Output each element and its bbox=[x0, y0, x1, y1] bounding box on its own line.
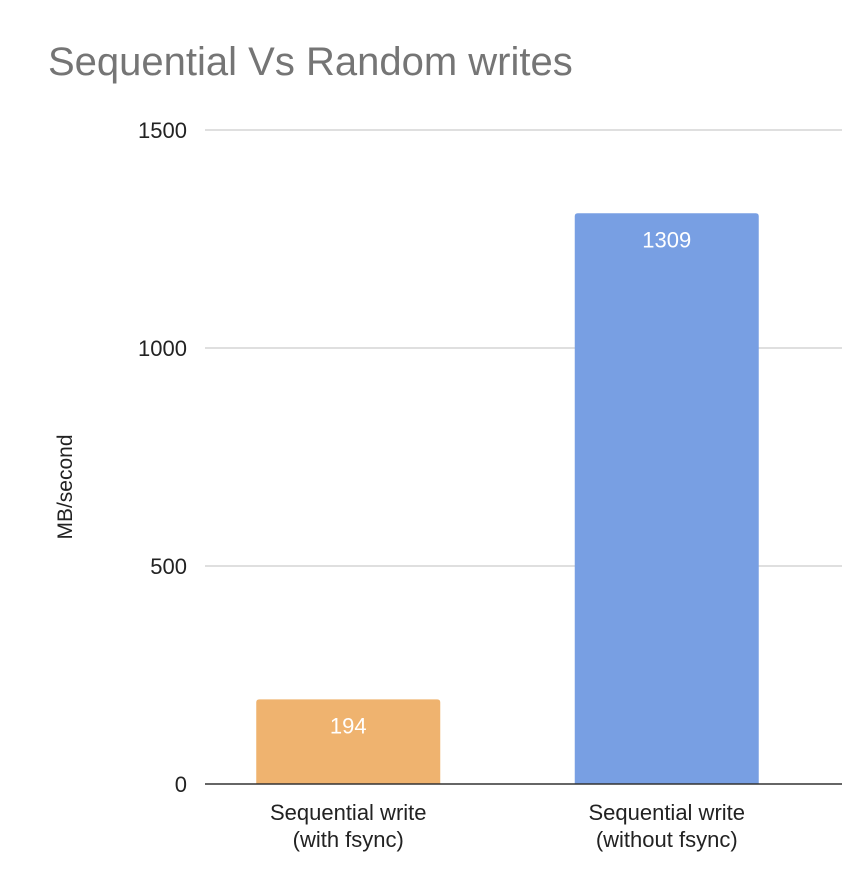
x-category-label: Sequential write bbox=[588, 800, 745, 825]
bar-value-label: 1309 bbox=[642, 227, 691, 252]
y-axis-ticks: 0 500 1000 1500 bbox=[138, 118, 187, 797]
y-tick-label: 500 bbox=[150, 554, 187, 579]
bars bbox=[256, 213, 759, 784]
y-axis-label: MB/second bbox=[54, 434, 77, 539]
bar-value-label: 194 bbox=[330, 713, 367, 738]
y-tick-label: 1500 bbox=[138, 118, 187, 143]
y-tick-label: 1000 bbox=[138, 336, 187, 361]
x-category-label: (without fsync) bbox=[596, 827, 738, 852]
bar bbox=[256, 699, 441, 784]
x-category-label: (with fsync) bbox=[293, 827, 404, 852]
y-tick-label: 0 bbox=[175, 772, 187, 797]
data-labels: 194 1309 bbox=[330, 227, 691, 738]
bar bbox=[574, 213, 759, 784]
chart-title: Sequential Vs Random writes bbox=[48, 40, 573, 84]
x-category-label: Sequential write bbox=[270, 800, 427, 825]
x-axis-categories: Sequential write(with fsync)Sequential w… bbox=[270, 800, 745, 852]
